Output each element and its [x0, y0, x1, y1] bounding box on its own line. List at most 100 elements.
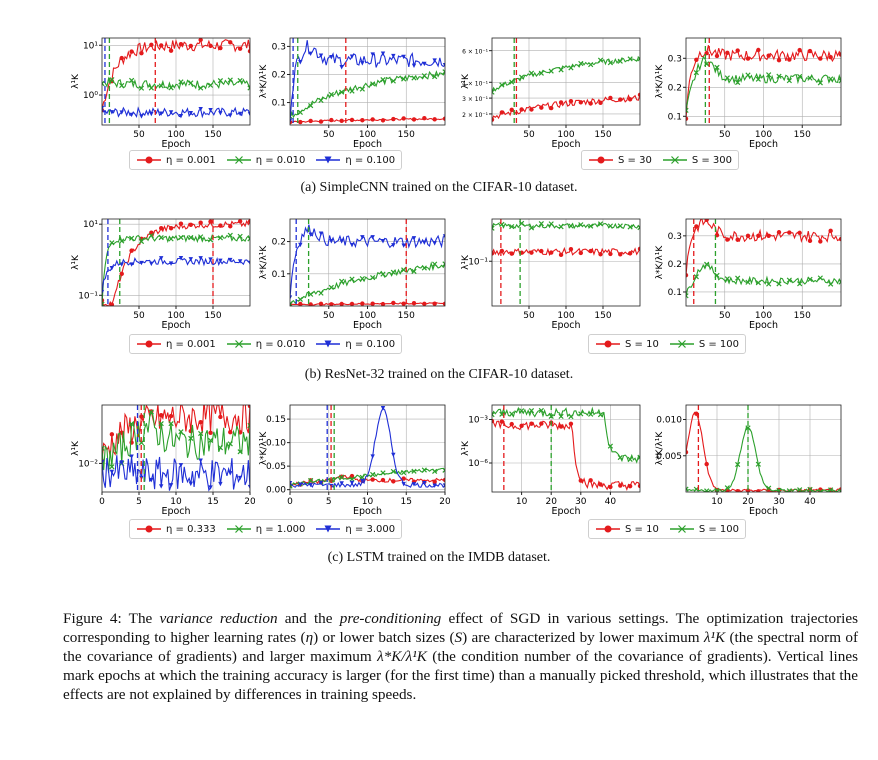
data-point [148, 409, 154, 415]
legend-label: S = 100 [698, 338, 739, 350]
y-tick-label: 0.3 [272, 42, 286, 52]
y-tick-label: 10¹ [83, 41, 98, 51]
series-line [102, 38, 250, 111]
data-point [198, 234, 204, 240]
data-point [188, 257, 193, 262]
data-point [370, 477, 375, 482]
x-tick-label: 150 [794, 130, 811, 140]
data-point [298, 242, 303, 248]
data-point [218, 414, 223, 420]
y-tick-label: 0.10 [266, 439, 286, 449]
chart-b2: 50 100 150 0.1 0.2 Epoch λ*K/λ¹K [259, 218, 446, 331]
x-tick-label: 50 [323, 130, 335, 140]
data-point [492, 117, 495, 122]
series-line [102, 234, 250, 305]
data-point [539, 248, 544, 254]
data-point [188, 234, 194, 241]
y-tick-label: 10⁻² [78, 459, 98, 469]
data-point [588, 248, 593, 254]
data-point [724, 276, 730, 282]
data-point [339, 474, 345, 480]
data-point [421, 73, 427, 79]
y-tick-label: 0.1 [668, 112, 682, 122]
data-point [138, 85, 145, 91]
panel-b3: 50 100 150 10⁻¹ Epoch λ¹K [460, 214, 645, 334]
x-tick-label: 15 [401, 497, 412, 507]
legend-marker [324, 340, 332, 348]
data-point [188, 481, 193, 487]
y-axis-label: λ*K/λ¹K [259, 431, 269, 466]
data-point [217, 78, 224, 84]
x-axis-label: Epoch [749, 506, 778, 517]
data-point [148, 232, 154, 239]
legend-swatch [596, 340, 620, 348]
data-point [538, 407, 544, 414]
panel-c4: 10 20 30 40 0.005 0.010 Epoch λ*K/λ¹K [654, 400, 846, 520]
data-point [297, 296, 303, 303]
data-point [401, 476, 406, 481]
data-point [401, 116, 406, 121]
x-tick-label: 50 [523, 311, 535, 321]
data-point [618, 252, 623, 257]
data-point [298, 119, 303, 125]
series-line [686, 219, 841, 276]
data-point [380, 271, 386, 277]
x-tick-label: 150 [204, 130, 221, 140]
data-point [797, 487, 803, 492]
data-point [158, 83, 164, 89]
data-point [421, 467, 427, 473]
legend-label: η = 0.001 [166, 338, 216, 350]
legend-swatch [226, 340, 251, 348]
data-point [838, 279, 841, 285]
series-line [686, 262, 841, 296]
legend-marker [324, 525, 332, 533]
data-point [704, 219, 709, 222]
data-point [247, 112, 250, 117]
data-point [308, 477, 314, 484]
data-point [401, 469, 407, 476]
legend-a-bs: S = 30 S = 300 [581, 150, 739, 170]
data-point [128, 77, 135, 84]
data-point [218, 481, 223, 487]
legend-swatch [137, 525, 161, 533]
data-point [370, 52, 375, 57]
data-point [168, 420, 174, 427]
data-point [149, 111, 154, 117]
data-point [694, 57, 699, 62]
data-point [693, 274, 699, 280]
data-point [745, 233, 751, 239]
caption-fragment: and the [277, 610, 340, 627]
data-point [370, 301, 375, 306]
data-point [119, 55, 124, 61]
data-point [207, 82, 214, 88]
legend-marker [670, 156, 679, 164]
data-point [608, 251, 613, 257]
data-point [499, 419, 505, 424]
data-point [828, 487, 834, 492]
legend-marker [145, 156, 153, 164]
data-point [159, 412, 164, 418]
data-point [637, 454, 640, 460]
data-point [149, 261, 154, 267]
x-tick-label: 10 [711, 497, 723, 507]
caption-fragment: pre-conditioning [339, 610, 442, 627]
panel-c2: 0 5 10 15 20 0.00 0.05 0.10 0.15 Epoch λ*K/λ¹K [258, 400, 451, 520]
data-point [745, 425, 751, 431]
data-point [178, 114, 184, 119]
data-point [828, 54, 833, 60]
y-tick-label: 3 × 10⁻¹ [462, 96, 488, 103]
legend-marker [145, 525, 153, 533]
data-point [349, 54, 355, 59]
y-tick-label: 0.3 [668, 232, 682, 242]
x-tick-label: 5 [326, 497, 332, 507]
data-point [228, 113, 233, 118]
data-point [442, 467, 445, 473]
data-point [308, 302, 313, 306]
data-point [442, 116, 445, 121]
y-tick-label: 0.2 [272, 70, 286, 80]
data-point [704, 488, 710, 492]
x-tick-label: 100 [557, 311, 574, 321]
data-point [704, 461, 709, 467]
legend-swatch [662, 156, 687, 164]
data-point [290, 295, 293, 300]
